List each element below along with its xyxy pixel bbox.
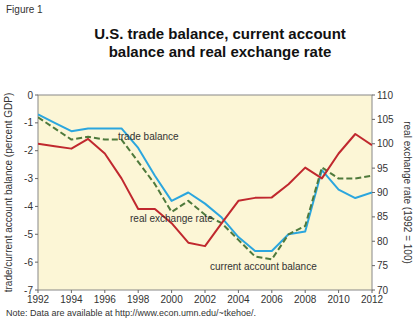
- y2-tick-label: 110: [377, 90, 393, 101]
- y2-tick-label: 100: [377, 138, 394, 149]
- title-line: U.S. trade balance, current account: [94, 25, 346, 42]
- x-tick: [372, 290, 373, 293]
- x-tick: [238, 290, 239, 293]
- y2-tick: [372, 95, 375, 96]
- x-tick: [171, 290, 172, 293]
- x-tick-label: 1998: [127, 294, 150, 305]
- y-axis-label: trade/current account balance (percent G…: [3, 93, 14, 293]
- title: U.S. trade balance, current accountbalan…: [94, 25, 346, 60]
- y-tick-label: -3: [24, 173, 33, 184]
- series-label: current account balance: [210, 261, 317, 272]
- y2-tick: [372, 216, 375, 217]
- x-tick: [71, 290, 72, 293]
- y2-tick-label: 80: [377, 236, 389, 247]
- y-tick-label: -6: [24, 257, 33, 268]
- series-line: [38, 134, 372, 246]
- x-tick: [205, 290, 206, 293]
- x-tick-label: 2002: [194, 294, 217, 305]
- x-tick: [271, 290, 272, 293]
- x-tick-label: 2008: [294, 294, 317, 305]
- series-group: [38, 115, 372, 260]
- x-tick: [138, 290, 139, 293]
- y-tick-label: -5: [24, 229, 33, 240]
- y2-tick: [372, 119, 375, 120]
- y2-tick-label: 85: [377, 211, 389, 222]
- y2-tick-label: 95: [377, 163, 389, 174]
- y2-tick: [372, 265, 375, 266]
- y-tick: [35, 206, 38, 207]
- plot-area: [38, 95, 372, 290]
- title-line: balance and real exchange rate: [109, 43, 332, 60]
- y-tick: [35, 95, 38, 96]
- y2-tick: [372, 143, 375, 144]
- y-tick: [35, 262, 38, 263]
- x-tick: [338, 290, 339, 293]
- x-tick: [104, 290, 105, 293]
- x-tick-label: 2000: [160, 294, 183, 305]
- x-tick: [305, 290, 306, 293]
- y2-tick-label: 90: [377, 187, 389, 198]
- y-tick-label: -4: [24, 201, 33, 212]
- y2-tick: [372, 192, 375, 193]
- x-tick-label: 1992: [27, 294, 50, 305]
- series-line: [38, 115, 372, 252]
- y-tick: [35, 122, 38, 123]
- figure-label: Figure 1: [6, 4, 43, 15]
- y-tick-label: -1: [24, 117, 33, 128]
- y2-axis-label: real exchange rate (1992 = 100): [402, 121, 413, 264]
- chart: Figure 1 U.S. trade balance, current acco…: [0, 0, 413, 320]
- x-tick-label: 2006: [261, 294, 284, 305]
- x-tick-label: 1996: [94, 294, 117, 305]
- note: Note: Data are available at http://www.e…: [6, 308, 256, 318]
- x-tick-label: 2012: [361, 294, 384, 305]
- x-tick-label: 2010: [327, 294, 350, 305]
- x-tick-label: 2004: [227, 294, 250, 305]
- y2-tick-label: 105: [377, 114, 394, 125]
- x-tick: [38, 290, 39, 293]
- y-tick-label: -2: [24, 145, 33, 156]
- y2-tick: [372, 241, 375, 242]
- y2-tick: [372, 168, 375, 169]
- y-tick: [35, 178, 38, 179]
- y2-tick-label: 75: [377, 260, 389, 271]
- x-tick-label: 1994: [60, 294, 83, 305]
- series-line: [38, 117, 372, 259]
- y-tick: [35, 234, 38, 235]
- y-tick-label: 0: [27, 90, 33, 101]
- y-tick: [35, 150, 38, 151]
- series-label: real exchange rate: [130, 213, 213, 224]
- series-label: trade balance: [118, 131, 179, 142]
